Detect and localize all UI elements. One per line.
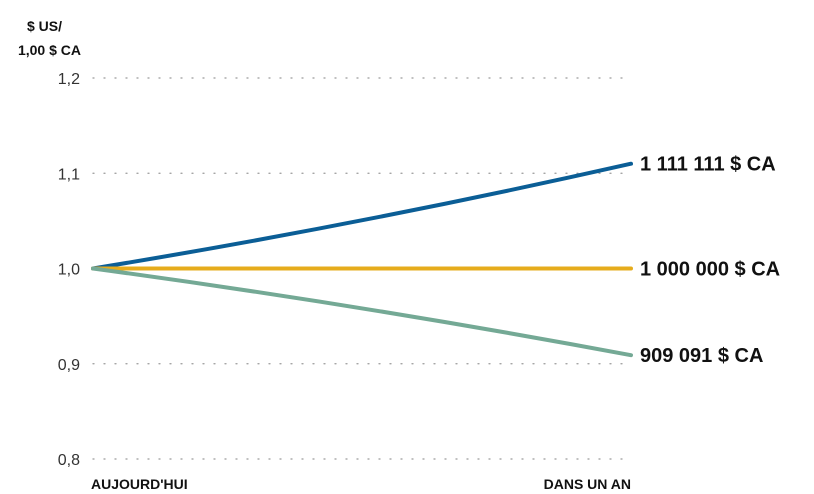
series-line-high (91, 161, 633, 271)
y-tick-label: 1,2 (58, 71, 80, 88)
series-line-low (91, 266, 633, 358)
x-category-in-one-year: DANS UN AN (544, 476, 631, 492)
series-end-label: 1 111 111 $ CA (640, 154, 776, 176)
y-axis-label-line-1: $ US/ (27, 18, 62, 34)
series-end-label: 1 000 000 $ CA (640, 259, 780, 281)
series-end-label: 909 091 $ CA (640, 345, 763, 367)
y-tick-label: 0,9 (58, 357, 80, 374)
y-tick-label: 1,0 (58, 262, 80, 279)
y-tick-label: 0,8 (58, 452, 80, 469)
x-category-today: AUJOURD'HUI (91, 476, 188, 492)
y-axis-label-line-2: 1,00 $ CA (18, 42, 81, 58)
y-tick-label: 1,1 (58, 166, 80, 183)
y-axis-label: $ US/ 1,00 $ CA (18, 18, 81, 58)
